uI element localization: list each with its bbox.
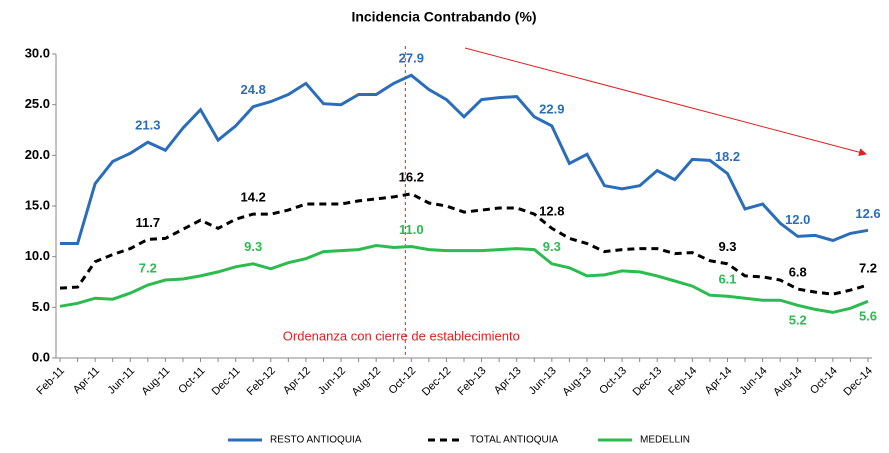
trend-arrow (464, 47, 867, 157)
x-tick-label: Feb-13 (455, 365, 488, 398)
data-label: 6.1 (718, 272, 736, 287)
legend-label: TOTAL ANTIOQUIA (470, 435, 558, 446)
x-tick-label: Dec-12 (420, 365, 454, 399)
x-tick-label: Feb-12 (245, 365, 278, 398)
data-label: 14.2 (241, 190, 266, 205)
x-tick-label: Jun-13 (527, 365, 559, 397)
x-tick-label: Oct-12 (386, 365, 418, 397)
y-tick-label: 20.0 (25, 147, 50, 162)
data-label: 16.2 (399, 169, 424, 184)
x-tick-label: Apr-14 (703, 365, 735, 397)
series-line (60, 73, 869, 245)
annotation: Ordenanza con cierre de establecimiento (283, 328, 520, 343)
data-label: 12.0 (785, 212, 810, 227)
data-label: 7.2 (139, 260, 157, 275)
data-label: 7.2 (859, 260, 877, 275)
x-tick-label: Apr-11 (71, 365, 102, 396)
chart-title: Incidencia Contrabando (%) (351, 9, 536, 25)
x-tick-label: Feb-11 (34, 365, 67, 398)
data-label: 5.2 (789, 313, 807, 328)
series-line (59, 192, 869, 296)
x-tick-label: Oct-14 (808, 365, 840, 397)
x-tick-label: Feb-14 (666, 365, 699, 398)
x-tick-label: Dec-11 (210, 365, 243, 398)
data-label: 21.3 (135, 118, 160, 133)
data-label: 9.3 (543, 239, 561, 254)
x-tick-label: Aug-14 (771, 365, 805, 399)
data-label: 11.7 (136, 215, 161, 230)
x-tick-label: Dec-14 (841, 365, 875, 399)
x-tick-label: Apr-13 (492, 365, 524, 397)
data-label: 11.0 (399, 222, 424, 237)
data-label: 9.3 (718, 239, 736, 254)
data-label: 18.2 (715, 149, 740, 164)
x-tick-label: Jun-12 (316, 365, 348, 397)
x-tick-label: Jun-14 (737, 365, 769, 397)
y-tick-label: 0.0 (32, 349, 50, 364)
x-tick-label: Apr-12 (281, 365, 313, 397)
data-label: 12.6 (855, 206, 880, 221)
y-tick-label: 30.0 (25, 45, 50, 60)
y-tick-label: 5.0 (32, 299, 50, 314)
y-tick-label: 25.0 (25, 96, 50, 111)
x-tick-label: Dec-13 (631, 365, 665, 399)
y-tick-label: 10.0 (25, 248, 50, 263)
data-label: 5.6 (859, 309, 877, 324)
x-tick-label: Aug-12 (350, 365, 384, 399)
data-label: 12.8 (539, 204, 564, 219)
x-tick-label: Jun-11 (106, 365, 138, 397)
legend-label: MEDELLIN (640, 435, 690, 446)
legend-label: RESTO ANTIOQUIA (270, 435, 362, 446)
y-tick-label: 15.0 (25, 197, 50, 212)
data-label: 24.8 (241, 82, 266, 97)
x-tick-label: Aug-13 (560, 365, 594, 399)
data-label: 9.3 (244, 239, 262, 254)
data-label: 27.9 (399, 51, 424, 66)
x-tick-label: Oct-13 (597, 365, 629, 397)
data-label: 22.9 (539, 101, 564, 116)
data-label: 6.8 (789, 265, 807, 280)
x-tick-label: Aug-11 (139, 365, 172, 398)
series-line (59, 243, 869, 314)
x-tick-label: Oct-11 (176, 365, 207, 396)
